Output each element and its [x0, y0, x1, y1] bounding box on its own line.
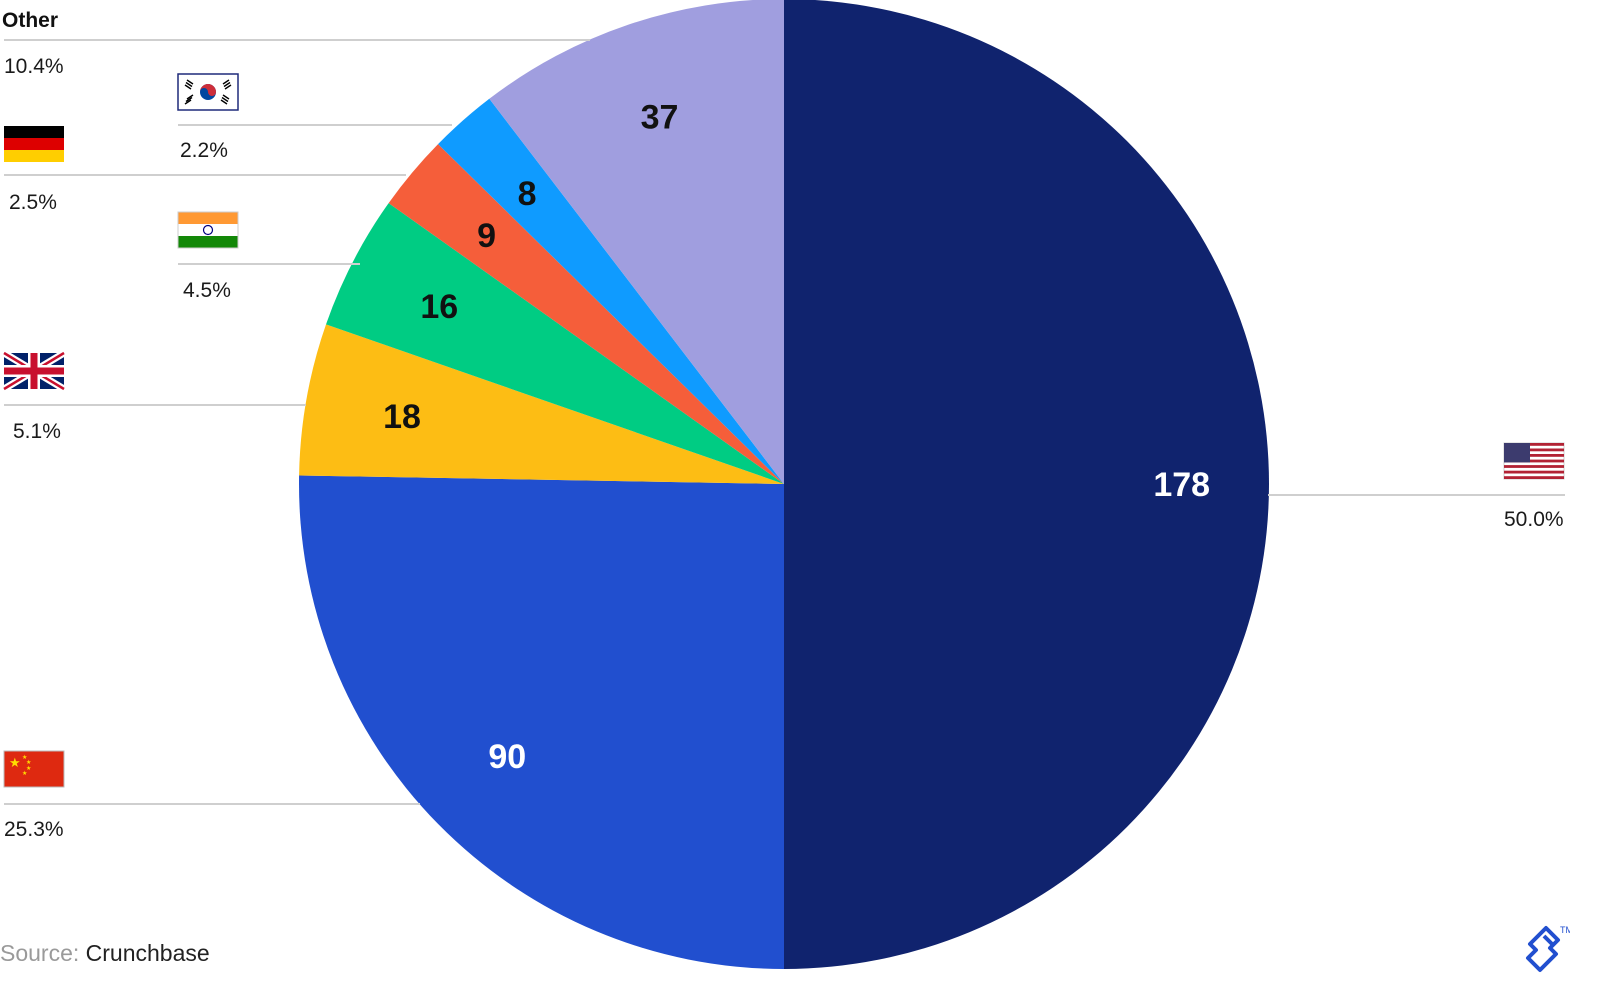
pie-slice-china [299, 475, 784, 970]
korea-flag-icon [177, 73, 239, 111]
source-prefix: Source: [0, 940, 80, 966]
toptal-logo-icon: TM [1526, 925, 1570, 972]
svg-text:★: ★ [22, 770, 27, 777]
slice-value-label-china: 90 [488, 738, 526, 776]
pie-slice-india [326, 203, 784, 484]
source-name: Crunchbase [85, 940, 210, 966]
percent-label-korea: 2.2% [180, 139, 228, 162]
germany-flag-icon [4, 126, 64, 162]
slice-value-label-uk: 18 [383, 398, 421, 436]
trademark-mark: TM [1560, 925, 1570, 935]
pie-slices [299, 0, 1269, 970]
leader-lines [4, 39, 1565, 805]
pie-slice-korea [438, 98, 784, 484]
slice-value-label-us: 178 [1153, 466, 1210, 504]
percent-label-china: 25.3% [4, 818, 64, 841]
slice-labels: 178 90 18 16 98 37 [383, 98, 1210, 775]
svg-text:★: ★ [22, 754, 27, 761]
svg-text:★: ★ [26, 759, 31, 766]
pie-slice-germany [388, 144, 784, 484]
slice-value-label-germany: 9 [477, 217, 496, 255]
pie-slice-us [784, 0, 1269, 969]
slice-value-label-india: 16 [420, 288, 458, 326]
percent-label-us: 50.0% [1504, 508, 1564, 531]
percent-label-other: 10.4% [4, 55, 64, 78]
india-flag-icon [177, 211, 239, 249]
pie-slice-other [489, 0, 784, 484]
legend-other-title: Other [2, 9, 58, 32]
slice-value-label-korea: 8 [518, 175, 537, 213]
uk-flag-icon [2, 349, 66, 393]
pie-slice-uk [299, 324, 784, 484]
slice-value-label-other: 37 [641, 98, 679, 136]
us-flag-icon [1503, 442, 1565, 480]
percent-label-germany: 2.5% [9, 191, 57, 214]
source-note: Source: Crunchbase [0, 940, 210, 967]
svg-text:★: ★ [26, 765, 31, 772]
svg-text:★: ★ [9, 756, 21, 771]
china-flag-icon: ★ ★ ★ ★ ★ [3, 750, 65, 788]
percent-label-uk: 5.1% [13, 420, 61, 443]
percent-label-india: 4.5% [183, 279, 231, 302]
